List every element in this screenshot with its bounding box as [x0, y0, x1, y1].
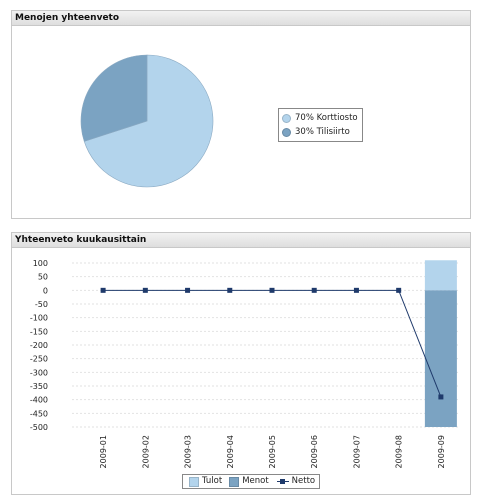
monthly-chart: 100 50 0 -50 -100 -150 -200 -250 -300 -350 -400 -45…	[30, 259, 459, 468]
pie-legend-item-korttiosto: 70% Korttiosto	[282, 111, 358, 125]
bar-panel-title: Yhteenveto kuukausittain	[12, 233, 470, 248]
pie-legend: 70% Korttiosto 30% Tilisiirto	[278, 108, 363, 142]
pie-slice-korttiosto	[83, 54, 214, 188]
netto-point	[142, 287, 148, 293]
pie-legend-item-tilisiirto: 30% Tilisiirto	[282, 125, 358, 139]
legend-swatch-menot	[229, 476, 240, 487]
x-tick-label: 2009-02	[141, 435, 150, 468]
x-tick-label: 2009-05	[268, 435, 277, 468]
bar-tulot	[424, 260, 457, 291]
y-tick-label: -400	[30, 396, 48, 405]
netto-point	[227, 287, 233, 293]
legend-swatch	[282, 127, 291, 137]
bar-legend: Tulot Menot Netto	[182, 474, 321, 489]
netto-point	[311, 287, 317, 293]
pie-panel-title: Menojen yhteenveto	[12, 11, 470, 26]
pie-legend-label: 70% Korttiosto	[295, 113, 358, 123]
y-tick-label: -300	[30, 368, 48, 377]
netto-point	[185, 287, 191, 293]
netto-point	[353, 287, 359, 293]
bar-menot	[424, 290, 457, 427]
x-tick-label: 2009-06	[310, 435, 319, 468]
legend-swatch	[282, 113, 291, 123]
expense-summary-panel: Menojen yhteenveto 70% Korttiosto 30% Ti…	[11, 10, 471, 219]
x-tick-label: 2009-08	[395, 435, 404, 468]
legend-swatch-netto	[276, 478, 289, 486]
y-tick-label: 100	[33, 259, 48, 268]
x-tick-label: 2009-01	[99, 435, 108, 468]
y-tick-label: -450	[30, 409, 48, 418]
y-tick-label: -500	[30, 423, 48, 432]
y-tick-label: 0	[43, 286, 48, 295]
pie-legend-label: 30% Tilisiirto	[295, 127, 350, 137]
netto-point	[396, 287, 402, 293]
pie-slice-tilisiirto	[80, 54, 148, 142]
y-tick-label: 50	[38, 273, 48, 282]
x-tick-label: 2009-07	[352, 435, 361, 468]
legend-label-menot: Menot	[242, 476, 269, 486]
x-tick-label: 2009-03	[184, 435, 193, 468]
netto-point	[438, 394, 444, 400]
x-tick-label: 2009-09	[437, 435, 446, 468]
y-tick-label: -200	[30, 341, 48, 350]
legend-swatch-tulot	[189, 476, 199, 487]
legend-label-netto: Netto	[291, 476, 316, 486]
netto-point	[100, 287, 106, 293]
x-tick-label: 2009-04	[226, 435, 235, 468]
netto-point	[269, 287, 275, 293]
pie-chart	[80, 54, 214, 188]
y-tick-label: -50	[35, 300, 48, 309]
y-tick-label: -250	[30, 355, 48, 364]
netto-line	[103, 289, 442, 398]
monthly-summary-panel: Yhteenveto kuukausittain 100 50 0 -50 -100 -1…	[11, 232, 471, 495]
y-tick-label: -350	[30, 382, 48, 391]
legend-label-tulot: Tulot	[202, 476, 223, 486]
y-tick-label: -150	[30, 327, 48, 336]
y-tick-label: -100	[30, 314, 48, 323]
